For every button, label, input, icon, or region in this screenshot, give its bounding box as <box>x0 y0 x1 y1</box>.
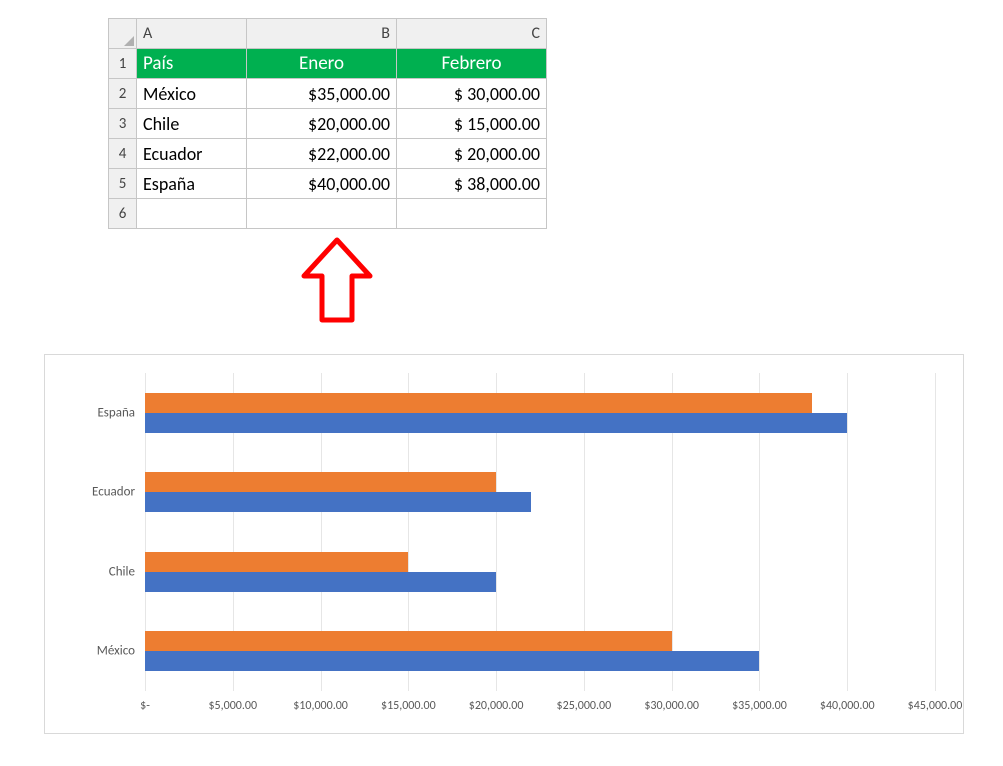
chart-x-tick-label: $15,000.00 <box>381 699 436 713</box>
col-header-B[interactable]: B <box>247 19 397 49</box>
chart-plot-area: $-$5,000.00$10,000.00$15,000.00$20,000.0… <box>145 373 935 691</box>
row-header-6[interactable]: 6 <box>109 199 137 229</box>
chart-x-tick-label: $40,000.00 <box>820 699 875 713</box>
chart-bar[interactable] <box>145 552 408 572</box>
cell-C1[interactable]: Febrero <box>397 49 547 79</box>
chart-category-group: España <box>145 393 935 433</box>
up-arrow-icon <box>294 232 380 332</box>
row-header-5[interactable]: 5 <box>109 169 137 199</box>
chart-category-group: México <box>145 631 935 671</box>
cell-A3[interactable]: Chile <box>137 109 247 139</box>
cell-A1[interactable]: País <box>137 49 247 79</box>
chart-gridline <box>935 373 936 691</box>
chart-category-label: Ecuador <box>92 485 135 500</box>
cell-C3[interactable]: $ 15,000.00 <box>397 109 547 139</box>
chart-x-tick-label: $35,000.00 <box>732 699 787 713</box>
cell-A2[interactable]: México <box>137 79 247 109</box>
cell-B1[interactable]: Enero <box>247 49 397 79</box>
chart-bar[interactable] <box>145 492 531 512</box>
cell-A4[interactable]: Ecuador <box>137 139 247 169</box>
select-all-corner[interactable] <box>109 19 137 49</box>
row-header-4[interactable]: 4 <box>109 139 137 169</box>
cell-B2[interactable]: $35,000.00 <box>247 79 397 109</box>
chart-category-label: México <box>97 644 135 659</box>
chart-category-group: Ecuador <box>145 472 935 512</box>
chart-bar[interactable] <box>145 631 672 651</box>
chart-x-tick-label: $30,000.00 <box>644 699 699 713</box>
col-header-C[interactable]: C <box>397 19 547 49</box>
cell-B5[interactable]: $40,000.00 <box>247 169 397 199</box>
chart-x-tick-label: $- <box>140 699 150 713</box>
bar-chart[interactable]: $- $5,000.00 $10,000.00 $15,000.00 $20,000.0… <box>44 354 964 734</box>
chart-bar[interactable] <box>145 413 847 433</box>
chart-category-label: España <box>97 405 135 420</box>
chart-bar[interactable] <box>145 572 496 592</box>
row-header-2[interactable]: 2 <box>109 79 137 109</box>
row-header-3[interactable]: 3 <box>109 109 137 139</box>
cell-C6[interactable] <box>397 199 547 229</box>
chart-category-label: Chile <box>109 564 135 579</box>
cell-C4[interactable]: $ 20,000.00 <box>397 139 547 169</box>
spreadsheet-table[interactable]: A B C 1 País Enero Febrero 2 México $35,… <box>108 18 547 229</box>
cell-B6[interactable] <box>247 199 397 229</box>
col-header-A[interactable]: A <box>137 19 247 49</box>
cell-B4[interactable]: $22,000.00 <box>247 139 397 169</box>
cell-B3[interactable]: $20,000.00 <box>247 109 397 139</box>
chart-x-tick-label: $45,000.00 <box>908 699 963 713</box>
chart-x-tick-label: $25,000.00 <box>557 699 612 713</box>
chart-bar[interactable] <box>145 393 812 413</box>
chart-x-tick-label: $20,000.00 <box>469 699 524 713</box>
chart-x-tick-label: $10,000.00 <box>293 699 348 713</box>
chart-bar[interactable] <box>145 651 759 671</box>
cell-A5[interactable]: España <box>137 169 247 199</box>
row-header-1[interactable]: 1 <box>109 49 137 79</box>
chart-x-tick-label: $5,000.00 <box>208 699 257 713</box>
cell-A6[interactable] <box>137 199 247 229</box>
chart-category-group: Chile <box>145 552 935 592</box>
cell-C5[interactable]: $ 38,000.00 <box>397 169 547 199</box>
chart-bar[interactable] <box>145 472 496 492</box>
cell-C2[interactable]: $ 30,000.00 <box>397 79 547 109</box>
